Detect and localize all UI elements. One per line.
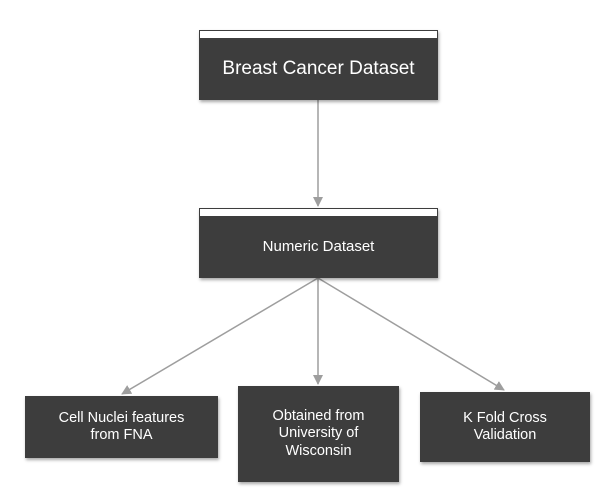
- node-label: Breast Cancer Dataset: [222, 57, 415, 79]
- edge-numeric-to-leaf1: [121, 277, 319, 395]
- node-breast-cancer-dataset: Breast Cancer Dataset: [199, 30, 438, 100]
- node-university-of-wisconsin: Obtained from University of Wisconsin: [238, 386, 399, 482]
- node-k-fold-cross-validation: K Fold Cross Validation: [420, 392, 590, 462]
- node-label: Obtained from University of Wisconsin: [272, 407, 365, 459]
- node-header-band: [200, 31, 437, 39]
- node-label: Numeric Dataset: [262, 238, 375, 255]
- node-label: K Fold Cross Validation: [463, 409, 547, 443]
- node-cell-nuclei-features: Cell Nuclei features from FNA: [25, 396, 218, 458]
- node-label: Cell Nuclei features from FNA: [58, 409, 185, 443]
- node-header-band: [200, 209, 437, 217]
- edge-numeric-to-leaf3: [317, 277, 505, 391]
- node-numeric-dataset: Numeric Dataset: [199, 208, 438, 278]
